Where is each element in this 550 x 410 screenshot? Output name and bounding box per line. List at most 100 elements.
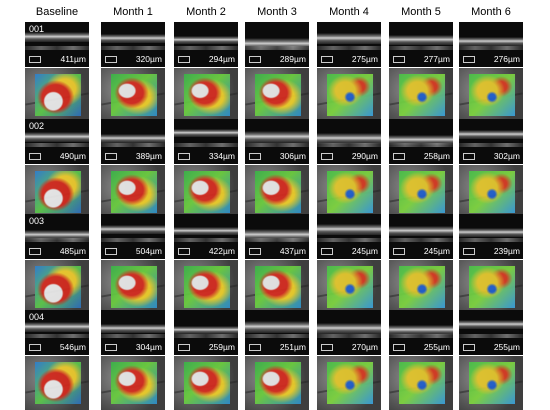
retina-layer (25, 230, 89, 240)
thickness-map (101, 356, 165, 410)
heatmap-overlay (184, 266, 230, 308)
scale-marker (178, 344, 190, 351)
thickness-value: 334µm (208, 151, 235, 161)
thickness-value: 411µm (60, 54, 86, 64)
heatmap-overlay (327, 171, 373, 213)
retina-layer (389, 35, 453, 45)
heatmap-overlay (327, 266, 373, 308)
heatmap-overlay (111, 74, 157, 116)
oct-scan: 239µm (459, 214, 523, 259)
scale-marker (29, 56, 41, 63)
scale-marker (321, 56, 333, 63)
retina-layer (245, 321, 309, 333)
retina-layer (174, 36, 238, 44)
oct-scan: 245µm (389, 214, 453, 259)
oct-scan: 275µm (317, 22, 381, 67)
retina-layer (317, 33, 381, 44)
column-header: Month 3 (257, 6, 297, 18)
oct-scan: 304µm (101, 310, 165, 355)
thickness-value: 255µm (423, 342, 450, 352)
retina-sublayer (317, 238, 381, 242)
retina-sublayer (174, 46, 238, 50)
oct-scan: 277µm (389, 22, 453, 67)
oct-scan: 294µm (174, 22, 238, 67)
thickness-value: 258µm (423, 151, 450, 161)
retina-sublayer (245, 334, 309, 338)
thickness-value: 251µm (279, 342, 306, 352)
retina-sublayer (25, 334, 89, 338)
heatmap-overlay (35, 171, 81, 213)
heatmap-overlay (35, 266, 81, 308)
thickness-map (101, 165, 165, 219)
retina-layer (25, 32, 89, 42)
oct-scan: 255µm (389, 310, 453, 355)
retina-sublayer (459, 46, 523, 50)
heatmap-overlay (399, 362, 445, 404)
thickness-map (389, 165, 453, 219)
thickness-map (389, 356, 453, 410)
column-header: Month 1 (113, 6, 153, 18)
heatmap-overlay (469, 266, 515, 308)
retina-sublayer (459, 334, 523, 338)
thickness-value: 245µm (351, 246, 378, 256)
thickness-value: 255µm (493, 342, 520, 352)
retina-sublayer (101, 334, 165, 338)
thickness-map (174, 68, 238, 122)
thickness-value: 485µm (59, 246, 86, 256)
retina-layer (174, 129, 238, 137)
retina-layer (459, 228, 523, 237)
oct-scan: 485µm 003 (25, 214, 89, 259)
thickness-value: 306µm (279, 151, 306, 161)
column-header: Month 5 (401, 6, 441, 18)
retina-layer (459, 37, 523, 46)
thickness-map (317, 165, 381, 219)
patient-id: 001 (29, 24, 45, 34)
thickness-map (245, 165, 309, 219)
retina-layer (101, 225, 165, 234)
scale-marker (178, 248, 190, 255)
retina-layer (245, 131, 309, 143)
heatmap-overlay (255, 171, 301, 213)
thickness-map (101, 260, 165, 314)
thickness-value: 294µm (208, 54, 235, 64)
scale-marker (321, 248, 333, 255)
scale-marker (105, 248, 117, 255)
retina-sublayer (101, 46, 165, 50)
scale-marker (249, 153, 261, 160)
retina-layer (101, 324, 165, 333)
retina-sublayer (101, 238, 165, 242)
heatmap-overlay (184, 171, 230, 213)
heatmap-overlay (469, 362, 515, 404)
scale-marker (105, 344, 117, 351)
scale-marker (29, 153, 41, 160)
retina-sublayer (389, 143, 453, 147)
oct-scan: 290µm (317, 119, 381, 164)
column-header: Month 6 (471, 6, 511, 18)
retina-sublayer (245, 238, 309, 242)
oct-scan: 245µm (317, 214, 381, 259)
thickness-map (459, 165, 523, 219)
column-header: Month 2 (186, 6, 226, 18)
thickness-value: 490µm (59, 151, 86, 161)
heatmap-overlay (35, 74, 81, 116)
scale-marker (249, 56, 261, 63)
scale-marker (105, 153, 117, 160)
column-header: Month 4 (329, 6, 369, 18)
retina-sublayer (317, 334, 381, 338)
scale-marker (393, 344, 405, 351)
thickness-map (459, 260, 523, 314)
oct-scan: 276µm (459, 22, 523, 67)
oct-scan: 334µm (174, 119, 238, 164)
oct-scan: 270µm (317, 310, 381, 355)
thickness-map (174, 260, 238, 314)
patient-id: 004 (29, 312, 45, 322)
heatmap-overlay (111, 171, 157, 213)
heatmap-overlay (327, 362, 373, 404)
retina-layer (389, 226, 453, 236)
heatmap-overlay (255, 362, 301, 404)
thickness-value: 290µm (351, 151, 378, 161)
oct-scan: 411µm 001 (25, 22, 89, 67)
retina-sublayer (25, 238, 89, 242)
thickness-value: 270µm (351, 342, 378, 352)
oct-scan: 389µm (101, 119, 165, 164)
